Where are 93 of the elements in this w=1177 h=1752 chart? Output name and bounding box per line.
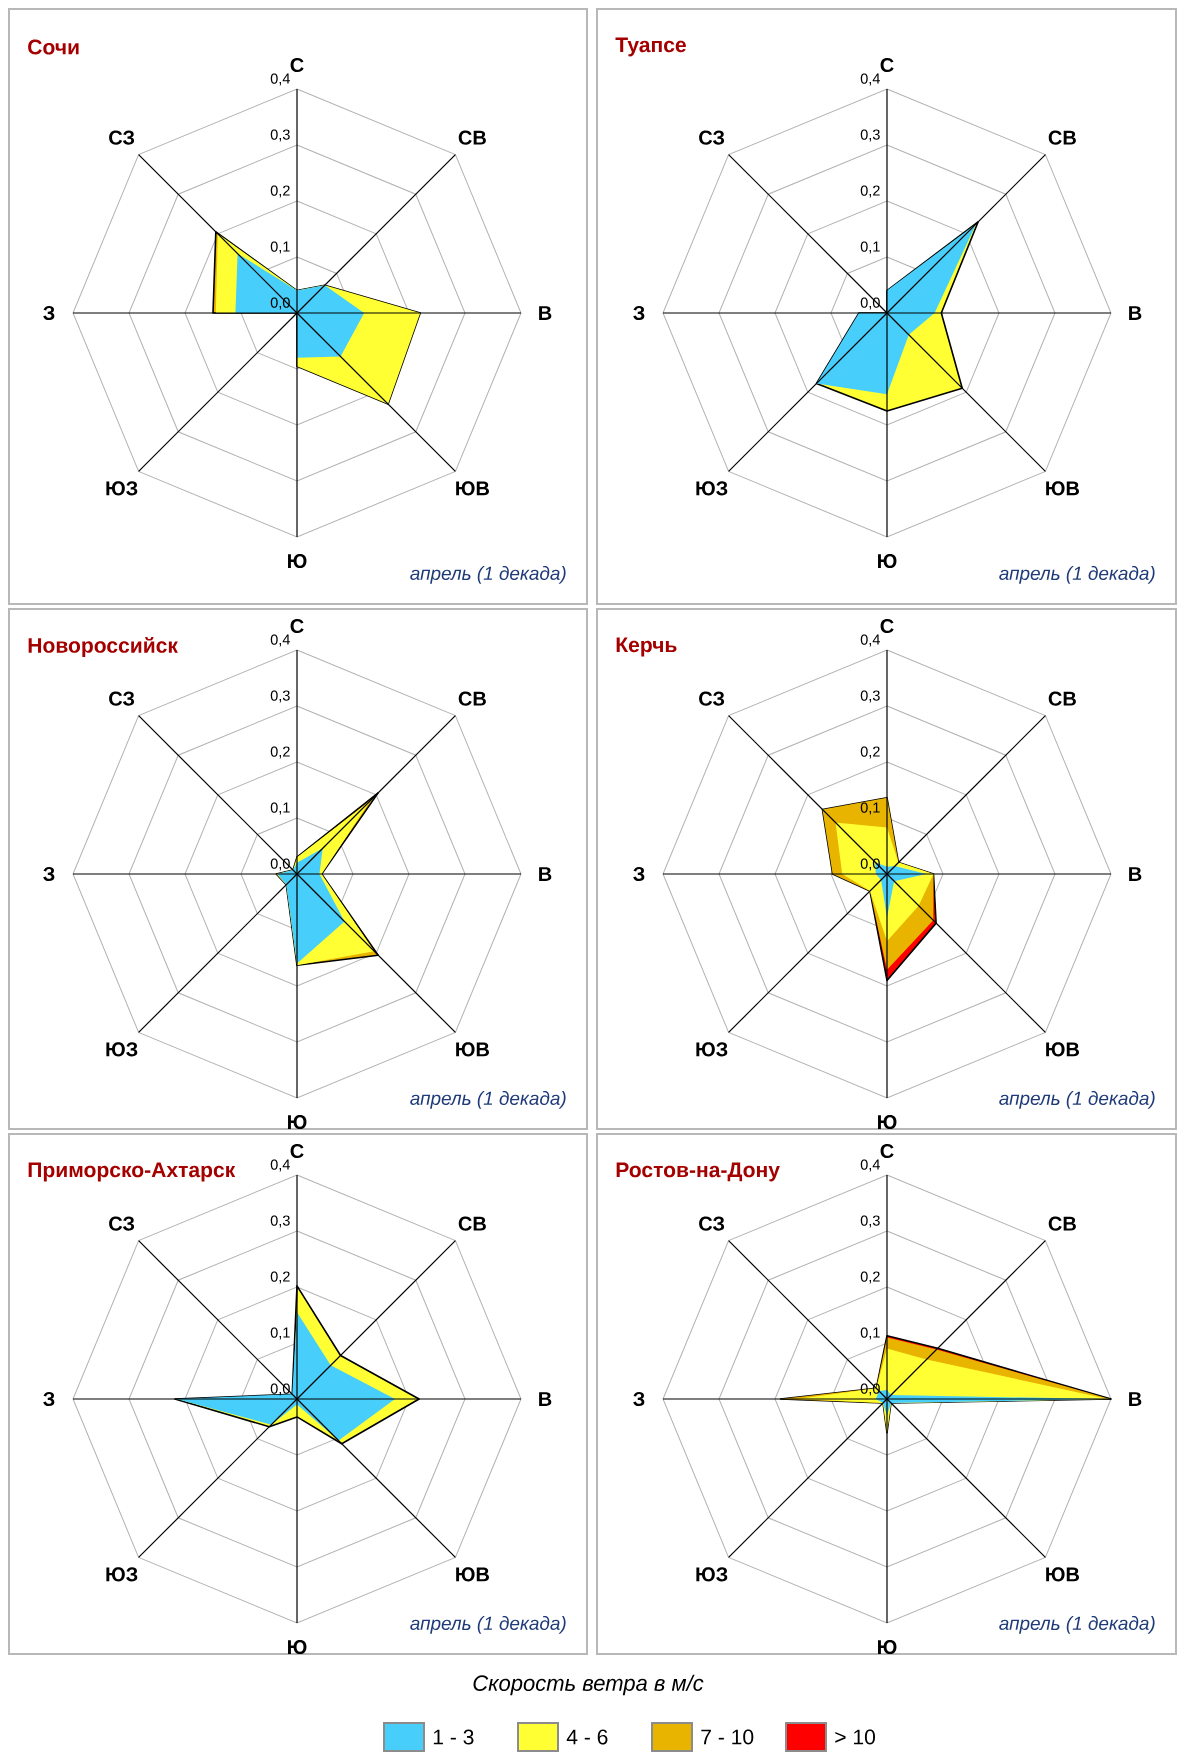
text: Керчь [616,637,677,657]
spoke-label: З [43,305,55,321]
text: апрель (1 декада) [999,1616,1155,1634]
legend-label: 7 - 10 [701,1729,754,1745]
spoke-label: ЮЗ [696,1042,728,1057]
spoke-label: ЮВ [1046,1567,1079,1582]
y-tick-label: 0,4 [270,1159,290,1172]
text: апрель (1 декада) [999,1091,1155,1109]
y-tick-label: 0,0 [860,297,880,310]
spoke-label: ЮВ [456,1042,489,1057]
spoke-label: З [43,866,55,882]
spoke-label: СВ [1048,691,1076,706]
spoke-label: С [290,57,304,73]
spoke-label: Ю [878,1114,897,1130]
y-tick-label: 0,3 [270,690,290,703]
y-tick-label: 0,3 [860,1215,880,1228]
y-tick-label: 0,1 [270,241,290,254]
text: апрель (1 декада) [410,1091,566,1109]
spoke-label: ЮВ [1046,481,1079,496]
spoke-label: Ю [878,1639,897,1655]
y-tick-label: 0,1 [860,802,880,815]
spoke-label: ЮВ [1046,1042,1079,1057]
text: апрель (1 декада) [410,1616,566,1634]
spoke-label: Ю [288,1639,307,1655]
spoke-label: ЮВ [456,481,489,496]
spoke-label: СЗ [699,691,725,706]
spoke-label: В [1129,867,1142,881]
legend-label: 1 - 3 [433,1729,474,1745]
chart-title: Туапсе [615,37,686,57]
chart-title: Сочи [28,39,79,55]
y-tick-label: 0,3 [860,129,880,142]
spoke-label: СВ [1048,1216,1076,1231]
spoke-label: С [880,618,894,634]
spoke-label: Ю [288,553,307,569]
spoke-label: СЗ [699,1216,725,1231]
y-tick-label: 0,2 [270,746,290,759]
y-tick-label: 0,4 [860,634,880,647]
y-tick-label: 0,1 [270,802,290,815]
legend-label: > 10 [835,1729,876,1745]
text: апрель (1 декада) [999,566,1155,584]
y-tick-label: 0,2 [860,1271,880,1284]
y-tick-label: 0,2 [860,185,880,198]
spoke-label: Ю [878,553,897,569]
spoke-label: В [539,867,552,881]
y-tick-label: 0,4 [270,634,290,647]
spoke-label: З [43,1391,55,1407]
text: Приморско-Ахтарск [28,1162,236,1182]
spoke-label: ЮЗ [696,1567,728,1582]
spoke-label: С [290,618,304,634]
text: Ростов-на-Дону [616,1162,780,1182]
spoke-label: СЗ [109,130,135,145]
spoke-label: З [633,1391,645,1407]
y-tick-label: 0,3 [270,1215,290,1228]
spoke-label: С [880,1143,894,1159]
y-tick-label: 0,4 [860,1159,880,1172]
y-tick-label: 0,0 [270,297,290,310]
text: Новороссийск [28,637,178,658]
spoke-label: СВ [458,1216,486,1231]
y-tick-label: 0,1 [270,1327,290,1340]
y-tick-label: 0,2 [270,1271,290,1284]
y-tick-label: 0,4 [860,73,880,86]
spoke-label: Ю [288,1114,307,1130]
spoke-label: В [539,306,552,320]
y-tick-label: 0,3 [270,129,290,142]
y-tick-label: 0,3 [860,690,880,703]
spoke-label: В [1129,306,1142,320]
y-tick-label: 0,1 [860,241,880,254]
spoke-label: З [633,866,645,882]
text: апрель (1 декада) [410,566,566,584]
y-tick-label: 0,0 [270,1383,290,1396]
spoke-label: З [633,305,645,321]
spoke-label: В [1129,1392,1142,1406]
spoke-label: ЮЗ [106,1567,138,1582]
spoke-label: СЗ [109,1216,135,1231]
spoke-label: ЮВ [456,1567,489,1582]
spoke-label: ЮЗ [696,481,728,496]
spoke-label: С [290,1143,304,1159]
y-tick-label: 0,0 [270,858,290,871]
spoke-label: В [539,1392,552,1406]
y-tick-label: 0,1 [860,1327,880,1340]
spoke-label: СВ [458,691,486,706]
y-tick-label: 0,4 [270,73,290,86]
y-tick-label: 0,2 [860,746,880,759]
spoke-label: СЗ [699,130,725,145]
spoke-label: СЗ [109,691,135,706]
y-tick-label: 0,2 [270,185,290,198]
legend-title: Скорость ветра в м/с [473,1674,704,1696]
spoke-label: СВ [458,130,486,145]
spoke-label: ЮЗ [106,1042,138,1057]
legend-label: 4 - 6 [566,1729,608,1745]
spoke-label: ЮЗ [106,481,138,496]
spoke-label: С [880,57,894,73]
spoke-label: СВ [1048,130,1076,145]
